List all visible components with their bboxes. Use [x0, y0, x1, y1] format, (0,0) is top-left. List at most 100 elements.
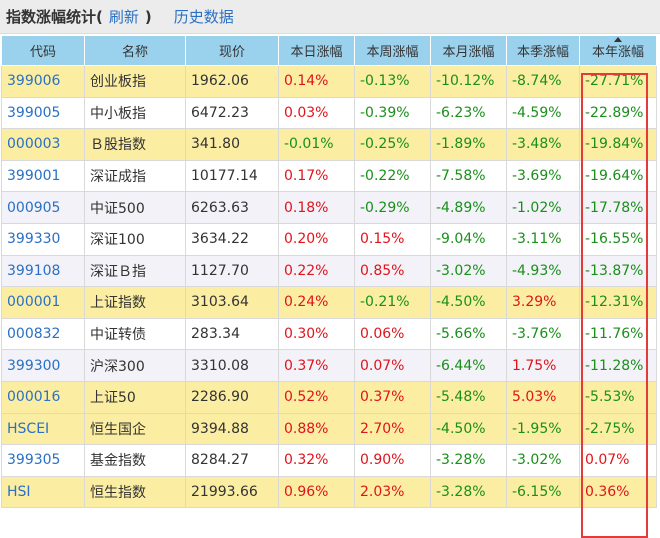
table-row[interactable]: 000003 Ｂ股指数 341.80 -0.01% -0.25% -1.89% -3.48%… [1, 128, 657, 161]
code-cell[interactable]: 000905 [1, 191, 85, 224]
code-cell[interactable]: 399005 [1, 96, 85, 130]
code-cell[interactable]: 000832 [1, 317, 85, 351]
code-cell[interactable]: 399330 [1, 222, 85, 256]
sort-up-icon [614, 37, 622, 42]
table-row[interactable]: 399305 基金指数 8284.27 0.32% 0.90% -3.28% -3.02% 0… [1, 444, 657, 477]
quarter-change-cell: 5.03% [506, 380, 580, 414]
name-cell: 中小板指 [84, 96, 186, 130]
name-cell: 创业板指 [84, 65, 186, 98]
day-change-cell: 0.22% [278, 254, 355, 288]
code-cell[interactable]: 000003 [1, 128, 85, 161]
year-change-cell: -2.75% [579, 412, 657, 446]
day-change-cell: 0.32% [278, 444, 355, 477]
day-change-cell: 0.37% [278, 349, 355, 382]
week-change-cell: 0.37% [354, 380, 431, 414]
year-change-cell: -13.87% [579, 254, 657, 288]
week-change-cell: -0.22% [354, 159, 431, 193]
name-cell: 深证100 [84, 222, 186, 256]
day-change-cell: 0.03% [278, 96, 355, 130]
table-row[interactable]: 000905 中证500 6263.63 0.18% -0.29% -4.89% -1.02… [1, 191, 657, 224]
month-change-cell: -4.89% [430, 191, 507, 224]
month-change-cell: -10.12% [430, 65, 507, 98]
price-cell: 283.34 [185, 317, 279, 351]
refresh-link[interactable]: 刷新 [108, 8, 139, 26]
header-day-change[interactable]: 本日涨幅 [278, 35, 355, 66]
quarter-change-cell: -3.69% [506, 159, 580, 193]
week-change-cell: -0.25% [354, 128, 431, 161]
table-row[interactable]: HSI 恒生指数 21993.66 0.96% 2.03% -3.28% -6.15% 0.3… [1, 475, 657, 509]
table-row[interactable]: 399300 沪深300 3310.08 0.37% 0.07% -6.44% 1.75% -… [1, 349, 657, 382]
header-label: 本周涨幅 [366, 45, 419, 60]
quarter-change-cell: 3.29% [506, 286, 580, 319]
code-cell[interactable]: 000016 [1, 380, 85, 414]
quarter-change-cell: -3.76% [506, 317, 580, 351]
day-change-cell: -0.01% [278, 128, 355, 161]
price-cell: 3103.64 [185, 286, 279, 319]
year-change-cell: -11.76% [579, 317, 657, 351]
name-cell: 恒生指数 [84, 475, 186, 509]
day-change-cell: 0.14% [278, 65, 355, 98]
year-change-cell: -19.84% [579, 128, 657, 161]
price-cell: 21993.66 [185, 475, 279, 509]
quarter-change-cell: -3.11% [506, 222, 580, 256]
month-change-cell: -3.02% [430, 254, 507, 288]
quarter-change-cell: -1.95% [506, 412, 580, 446]
price-cell: 1962.06 [185, 65, 279, 98]
year-change-cell: -19.64% [579, 159, 657, 193]
header-label: 代码 [29, 45, 56, 60]
week-change-cell: 2.03% [354, 475, 431, 509]
year-change-cell: -16.55% [579, 222, 657, 256]
day-change-cell: 0.30% [278, 317, 355, 351]
table-row[interactable]: 399108 深证Ｂ指 1127.70 0.22% 0.85% -3.02% -4.93% -… [1, 254, 657, 288]
code-cell[interactable]: 399108 [1, 254, 85, 288]
code-cell[interactable]: HSCEI [1, 412, 85, 446]
page-title: 指数涨幅统计( [6, 8, 103, 26]
table-row[interactable]: 399001 深证成指 10177.14 0.17% -0.22% -7.58% -3.69… [1, 159, 657, 193]
week-change-cell: 0.90% [354, 444, 431, 477]
price-cell: 1127.70 [185, 254, 279, 288]
month-change-cell: -4.50% [430, 286, 507, 319]
history-data-link[interactable]: 历史数据 [173, 8, 234, 26]
week-change-cell: 0.15% [354, 222, 431, 256]
table-row[interactable]: 000001 上证指数 3103.64 0.24% -0.21% -4.50% 3.29% -… [1, 286, 657, 319]
code-cell[interactable]: 399300 [1, 349, 85, 382]
table-header-row: 代码 名称 现价 本日涨幅 本周涨幅 本月涨幅 本季涨幅 本年涨幅 [1, 35, 657, 66]
name-cell: 恒生国企 [84, 412, 186, 446]
header-quarter-change[interactable]: 本季涨幅 [506, 35, 580, 66]
year-change-cell: 0.07% [579, 444, 657, 477]
week-change-cell: 0.85% [354, 254, 431, 288]
header-code[interactable]: 代码 [1, 35, 85, 66]
year-change-cell: -5.53% [579, 380, 657, 414]
name-cell: 深证成指 [84, 159, 186, 193]
table-row[interactable]: 399006 创业板指 1962.06 0.14% -0.13% -10.12% -8.74… [1, 65, 657, 98]
code-cell[interactable]: 399006 [1, 65, 85, 98]
header-name[interactable]: 名称 [84, 35, 186, 66]
quarter-change-cell: -8.74% [506, 65, 580, 98]
code-cell[interactable]: 399001 [1, 159, 85, 193]
table-row[interactable]: HSCEI 恒生国企 9394.88 0.88% 2.70% -4.50% -1.95% -2… [1, 412, 657, 446]
price-cell: 6472.23 [185, 96, 279, 130]
header-month-change[interactable]: 本月涨幅 [430, 35, 507, 66]
name-cell: 深证Ｂ指 [84, 254, 186, 288]
code-cell[interactable]: HSI [1, 475, 85, 509]
year-change-cell: -27.71% [579, 65, 657, 98]
table-row[interactable]: 000016 上证50 2286.90 0.52% 0.37% -5.48% 5.03% -5… [1, 380, 657, 414]
week-change-cell: 0.07% [354, 349, 431, 382]
table-row[interactable]: 399005 中小板指 6472.23 0.03% -0.39% -6.23% -4.59%… [1, 96, 657, 130]
header-price[interactable]: 现价 [185, 35, 279, 66]
week-change-cell: -0.29% [354, 191, 431, 224]
month-change-cell: -1.89% [430, 128, 507, 161]
year-change-cell: -17.78% [579, 191, 657, 224]
quarter-change-cell: 1.75% [506, 349, 580, 382]
header-week-change[interactable]: 本周涨幅 [354, 35, 431, 66]
table-row[interactable]: 399330 深证100 3634.22 0.20% 0.15% -9.04% -3.11%… [1, 222, 657, 256]
table-row[interactable]: 000832 中证转债 283.34 0.30% 0.06% -5.66% -3.76% -1… [1, 317, 657, 351]
code-cell[interactable]: 399305 [1, 444, 85, 477]
year-change-cell: -11.28% [579, 349, 657, 382]
header-year-change[interactable]: 本年涨幅 [579, 35, 657, 66]
price-cell: 3310.08 [185, 349, 279, 382]
header-label: 本日涨幅 [290, 45, 343, 60]
code-cell[interactable]: 000001 [1, 286, 85, 319]
month-change-cell: -5.48% [430, 380, 507, 414]
day-change-cell: 0.52% [278, 380, 355, 414]
